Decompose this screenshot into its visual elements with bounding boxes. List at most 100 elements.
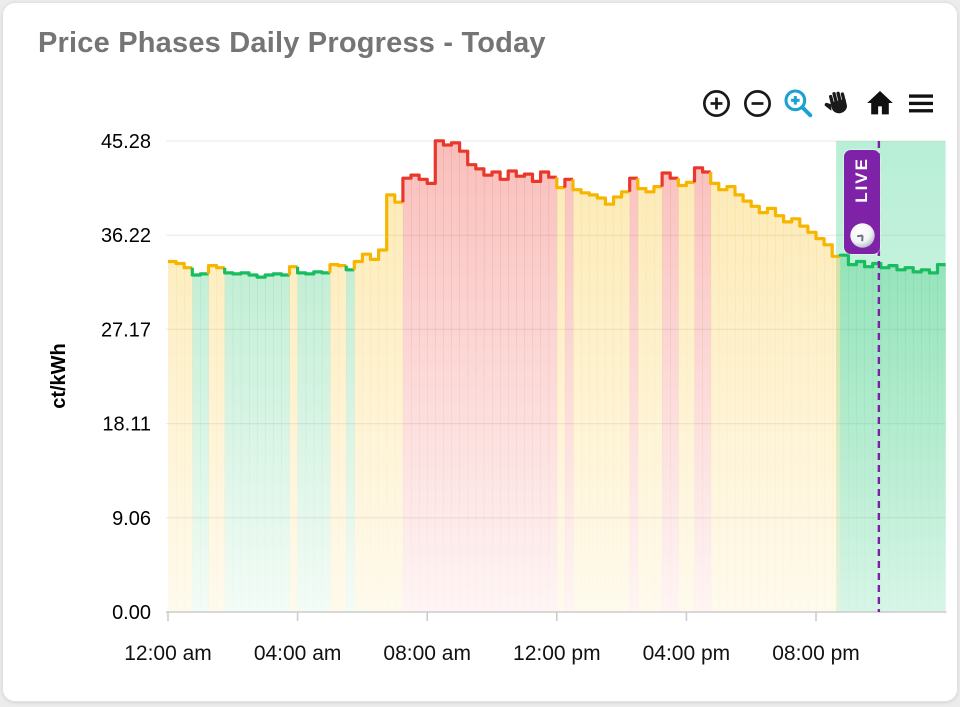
price-fill <box>905 268 914 612</box>
price-fill <box>654 187 663 612</box>
price-fill <box>589 195 598 612</box>
price-fill <box>857 261 866 612</box>
y-axis-label: 36.22 <box>101 225 151 247</box>
price-fill <box>743 201 752 612</box>
price-fill <box>735 195 744 612</box>
price-fill <box>379 250 388 612</box>
price-fill <box>792 219 801 612</box>
price-fill <box>881 268 890 612</box>
price-fill <box>500 179 509 612</box>
price-fill <box>273 274 282 612</box>
y-axis-title: ct/kWh <box>48 343 70 409</box>
price-fill <box>614 197 623 612</box>
price-fill <box>808 232 817 612</box>
price-fill <box>225 273 234 612</box>
price-fill <box>217 268 226 612</box>
price-fill <box>889 266 898 612</box>
price-fill <box>298 273 307 612</box>
price-fill <box>759 213 768 612</box>
price-fill <box>549 177 558 612</box>
price-fill <box>800 226 809 612</box>
price-fill <box>784 222 793 612</box>
x-axis-label: 04:00 am <box>254 642 342 665</box>
price-fill <box>929 273 938 612</box>
price-fill <box>816 239 825 612</box>
price-fill <box>476 169 485 612</box>
price-fill <box>362 254 371 612</box>
price-fill <box>921 270 930 612</box>
price-fill <box>938 265 947 612</box>
price-fill <box>832 256 841 612</box>
price-fill <box>638 189 647 612</box>
price-fill <box>443 145 452 612</box>
price-fill <box>516 176 525 612</box>
price-fill <box>338 266 347 612</box>
price-fill <box>581 193 590 612</box>
price-fill <box>314 272 323 612</box>
price-fill <box>184 268 193 612</box>
price-fill <box>605 204 614 612</box>
price-fill <box>622 192 631 612</box>
price-fill <box>670 178 679 612</box>
x-axis-label: 12:00 am <box>124 642 212 665</box>
price-fill <box>824 245 833 612</box>
clock-icon <box>849 222 876 249</box>
price-fill <box>751 206 760 612</box>
price-fill <box>346 270 355 612</box>
step-line-G <box>298 267 330 274</box>
price-fill <box>395 202 404 612</box>
price-fill <box>695 168 704 612</box>
y-axis-label: 27.17 <box>101 319 151 341</box>
price-fill <box>354 261 363 612</box>
price-fill <box>265 275 274 612</box>
price-fill <box>848 265 857 612</box>
price-fill <box>241 273 250 612</box>
price-fill <box>703 172 712 612</box>
price-fill <box>727 187 736 612</box>
price-fill <box>565 179 574 612</box>
price-fill <box>209 266 218 612</box>
price-fill <box>403 178 412 612</box>
price-fill <box>630 178 639 612</box>
y-axis-label: 9.06 <box>112 508 151 530</box>
price-fill <box>767 208 776 612</box>
price-fill <box>533 181 542 612</box>
price-fill <box>897 270 906 612</box>
price-fill <box>913 272 922 612</box>
price-fill <box>281 275 290 612</box>
price-fill <box>662 173 671 612</box>
price-fill <box>524 174 533 612</box>
price-fill <box>840 255 849 612</box>
price-fill <box>200 274 209 612</box>
price-fill <box>541 172 550 612</box>
price-fill <box>330 265 339 612</box>
x-axis-label: 08:00 pm <box>772 642 860 665</box>
price-fill <box>371 259 380 612</box>
price-fill <box>460 151 469 612</box>
y-axis-label: 0.00 <box>112 602 151 624</box>
price-fill <box>776 216 785 612</box>
price-fill <box>597 198 606 612</box>
price-fill <box>686 182 695 612</box>
price-fill <box>411 175 420 612</box>
price-fill <box>387 195 396 612</box>
step-line-G <box>192 268 208 275</box>
price-fill <box>484 175 493 612</box>
price-fill <box>249 275 258 612</box>
x-axis-label: 04:00 pm <box>643 642 731 665</box>
price-fill <box>322 273 331 612</box>
price-fill <box>865 267 874 612</box>
y-axis-label: 45.28 <box>101 131 151 153</box>
price-fill <box>168 261 177 612</box>
price-fill <box>646 192 655 612</box>
price-fill <box>452 143 461 612</box>
price-fill <box>419 179 428 612</box>
live-badge: LIVE <box>844 150 880 254</box>
price-fill <box>711 183 720 612</box>
price-fill <box>492 172 501 612</box>
price-fill <box>435 141 444 612</box>
price-fill <box>573 190 582 612</box>
x-axis-label: 08:00 am <box>383 642 471 665</box>
